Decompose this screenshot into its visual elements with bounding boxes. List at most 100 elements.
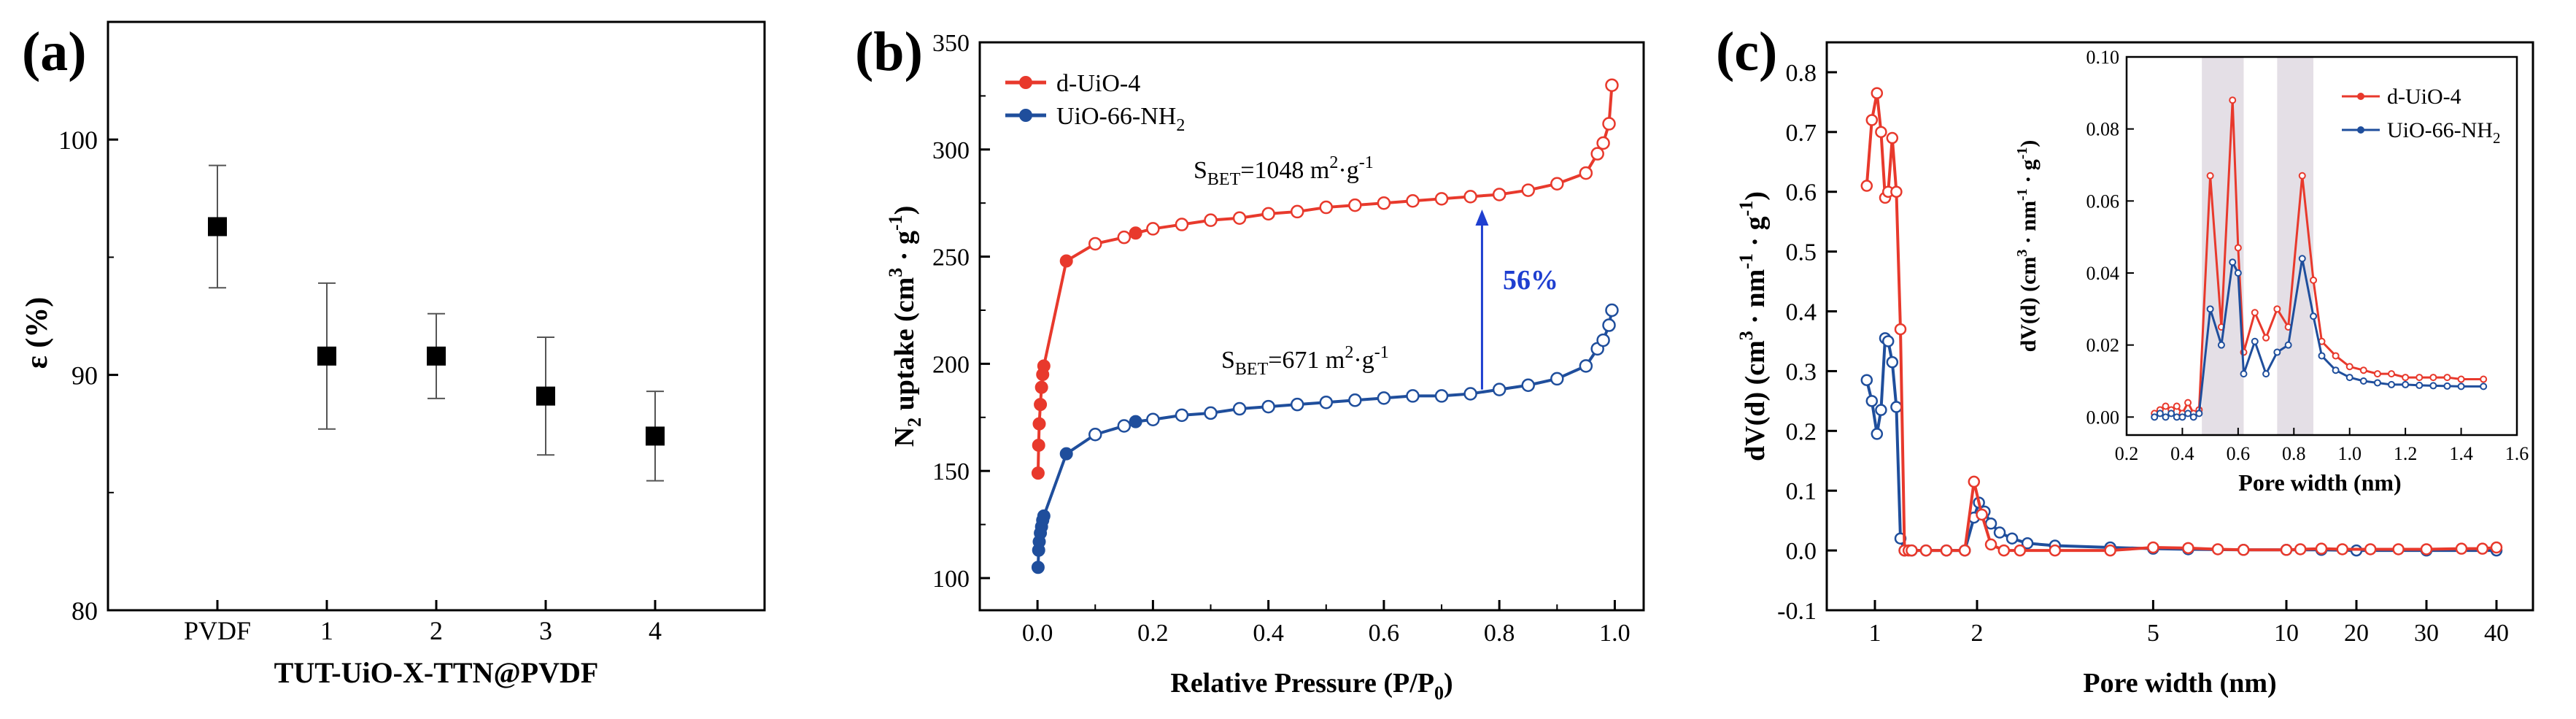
ylabel-n-sub: 2 xyxy=(904,418,925,427)
data-point xyxy=(1890,185,1903,198)
ytick-label: -0.1 xyxy=(1777,598,1817,625)
bet-red-sup2: 2 xyxy=(1329,153,1338,172)
adsorption-point xyxy=(1032,438,1045,452)
inset-data-point xyxy=(2234,269,2242,277)
ylabel-close: ) xyxy=(889,206,920,215)
inset-data-point xyxy=(2178,413,2186,421)
inset-data-point xyxy=(2298,255,2306,263)
ylabel-sup3: 3 xyxy=(885,268,906,277)
ytick-label: 150 xyxy=(932,458,970,485)
data-point xyxy=(1984,538,1997,551)
bet-red-g: ·g xyxy=(1338,157,1358,184)
panel-c-ylabel: dV(d) (cm3 · nm-1 · g-1) xyxy=(1736,191,1771,461)
inset-ytick-label: 0.02 xyxy=(2086,335,2120,356)
ytick-label: 0.5 xyxy=(1786,239,1817,266)
inset-data-point xyxy=(2332,352,2340,360)
desorption-point xyxy=(1377,391,1391,405)
xtick-label: 5 xyxy=(2147,620,2159,647)
desorption-point xyxy=(1232,401,1247,416)
i-ylabel-sup3: 3 xyxy=(2014,250,2030,257)
xtick-label: 3 xyxy=(539,616,552,645)
data-point xyxy=(427,346,446,366)
inset-data-point xyxy=(2388,370,2396,378)
panel-a-ylabel: ε (%) xyxy=(20,297,54,369)
bet-blue-sup2: 2 xyxy=(1345,343,1353,362)
inset-data-point xyxy=(2298,172,2306,180)
desorption-point xyxy=(1590,147,1604,161)
inset-data-point xyxy=(2184,410,2192,418)
desorption-point xyxy=(1463,190,1477,204)
data-point xyxy=(2476,542,2489,555)
panel-b: (b) 100 150 200 250 300 350 0.0 0.2 0.4 0.6 0.8 1.… xyxy=(855,21,1645,704)
desorption-point xyxy=(1596,136,1610,150)
data-point xyxy=(1865,114,1879,126)
ytick-label: 300 xyxy=(932,137,970,164)
panel-c-xlabel: Pore width (nm) xyxy=(2083,668,2276,699)
data-point xyxy=(1871,428,1884,440)
bet-red-s: S xyxy=(1194,157,1207,184)
xtick-label: 10 xyxy=(2274,620,2299,647)
desorption-point xyxy=(1261,399,1275,414)
inset-data-point xyxy=(2195,410,2203,418)
panel-b-xlabel: Relative Pressure (P/P0) xyxy=(1170,668,1453,704)
panel-b-frame xyxy=(978,41,1645,612)
inset-data-point xyxy=(2310,276,2318,284)
desorption-point xyxy=(1088,428,1102,442)
i-ylabel-sup-b: -1 xyxy=(2014,147,2030,160)
bet-blue-sup1: -1 xyxy=(1374,343,1389,362)
inset-data-point xyxy=(2345,374,2353,382)
ylabel-sup-minus1: -1 xyxy=(885,215,906,231)
desorption-point xyxy=(1521,183,1535,197)
desorption-point xyxy=(1319,200,1334,215)
desorption-point xyxy=(1406,194,1420,208)
inset-legend-blue-sub: 2 xyxy=(2493,129,2501,147)
inset-ytick-label: 0.04 xyxy=(2086,263,2120,284)
desorption-point xyxy=(1348,198,1362,212)
xtick-label: 1 xyxy=(1869,620,1881,647)
desorption-point xyxy=(1596,333,1610,347)
inset-legend-blue-text: UiO-66-NH xyxy=(2387,118,2493,142)
legend-blue-label: UiO-66-NH2 xyxy=(1056,103,1185,135)
data-point xyxy=(2420,543,2433,555)
inset-legend-red-marker xyxy=(2357,93,2364,100)
data-point xyxy=(317,346,336,366)
data-point xyxy=(1860,180,1873,192)
inset-data-point xyxy=(2443,382,2451,390)
ytick-label: 250 xyxy=(932,245,970,272)
c-ylabel-sup-a: -1 xyxy=(1736,253,1757,269)
xtick-label: 40 xyxy=(2484,620,2509,647)
inset-data-point xyxy=(2189,413,2197,421)
inset-xlabel: Pore width (nm) xyxy=(2238,469,2401,496)
inset-data-point xyxy=(2162,402,2170,410)
data-point xyxy=(1993,526,2006,539)
ylabel-g: · g xyxy=(889,231,920,268)
inset-data-point xyxy=(2402,374,2410,382)
data-point xyxy=(2147,541,2159,554)
inset-data-point xyxy=(2457,375,2465,383)
xtick-label: 0.6 xyxy=(1369,620,1400,647)
data-point xyxy=(2392,543,2405,555)
inset-ytick-label: 0.08 xyxy=(2086,119,2120,140)
inset-data-point xyxy=(2416,374,2424,382)
xtick-label: 0.2 xyxy=(1137,620,1169,647)
desorption-point xyxy=(1434,389,1449,403)
panel-a: (a) 80 90 100 PVDF 1 2 3 4 ε (%) TUT-UiO-X-TTN… xyxy=(20,20,766,689)
inset-data-point xyxy=(2402,380,2410,388)
desorption-point xyxy=(1463,387,1477,401)
desorption-point xyxy=(1602,117,1616,131)
data-point xyxy=(1906,544,1918,557)
ytick-label: 0.2 xyxy=(1786,418,1817,445)
data-point xyxy=(2237,544,2250,556)
desorption-point xyxy=(1146,222,1160,236)
xtick-label: 2 xyxy=(430,616,443,645)
xtick-label: 0.0 xyxy=(1022,620,1053,647)
inset-data-point xyxy=(2206,172,2214,180)
bet-blue-s: S xyxy=(1221,347,1235,374)
desorption-point xyxy=(1232,211,1247,225)
inset-data-point xyxy=(2359,377,2367,385)
data-point xyxy=(2364,543,2377,555)
desorption-point xyxy=(1521,378,1535,392)
data-point xyxy=(1919,544,1933,557)
data-point xyxy=(1865,395,1879,407)
inset-background xyxy=(2127,57,2517,435)
